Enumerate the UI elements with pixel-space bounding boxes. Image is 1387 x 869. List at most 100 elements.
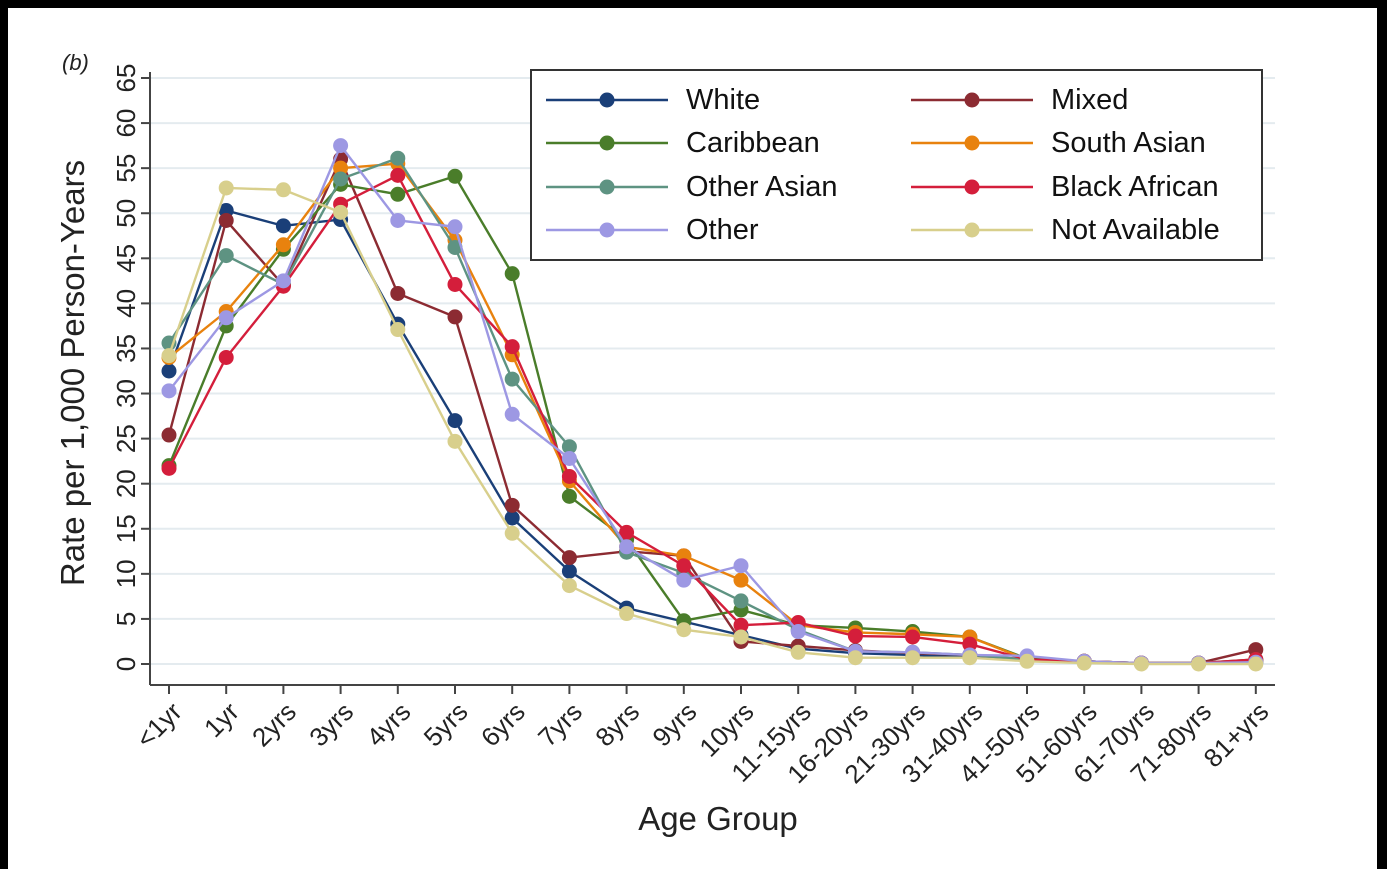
y-axis-title: Rate per 1,000 Person-Years — [54, 160, 91, 586]
x-tick-label: 7yrs — [532, 696, 588, 752]
legend-item: White — [546, 84, 760, 116]
data-point — [561, 468, 577, 484]
data-point — [733, 572, 749, 588]
y-tick-label: 15 — [111, 514, 141, 543]
data-point — [218, 180, 234, 196]
legend-item: Black African — [911, 171, 1219, 203]
x-tick-label: 4yrs — [360, 696, 416, 752]
x-tick-label: <1yr — [130, 696, 188, 754]
data-point — [504, 525, 520, 541]
data-point — [390, 167, 406, 183]
y-tick-label: 55 — [111, 154, 141, 183]
x-tick-label: 3yrs — [303, 696, 359, 752]
y-tick-label: 30 — [111, 379, 141, 408]
panel-label: (b) — [62, 50, 89, 75]
data-point — [390, 186, 406, 202]
data-point — [561, 578, 577, 594]
data-point — [561, 488, 577, 504]
data-point — [847, 650, 863, 666]
data-point — [218, 349, 234, 365]
legend-marker — [964, 222, 980, 238]
data-point — [333, 204, 349, 220]
data-point — [733, 617, 749, 633]
legend-item: Mixed — [911, 84, 1128, 116]
legend-marker — [964, 92, 980, 108]
y-tick-label: 0 — [111, 657, 141, 671]
data-point — [561, 450, 577, 466]
data-point — [790, 624, 806, 640]
legend-label: Other — [686, 214, 759, 246]
data-point — [333, 160, 349, 176]
data-point — [275, 273, 291, 289]
y-tick-label: 25 — [111, 424, 141, 453]
data-point — [733, 629, 749, 645]
data-point — [561, 563, 577, 579]
legend-item: South Asian — [911, 127, 1206, 159]
data-point — [218, 310, 234, 326]
data-point — [504, 371, 520, 387]
legend-label: Mixed — [1051, 84, 1128, 116]
legend-label: Other Asian — [686, 171, 838, 203]
legend-item: Not Available — [911, 214, 1220, 246]
data-point — [218, 212, 234, 228]
legend-marker — [599, 179, 615, 195]
legend-label: Not Available — [1051, 214, 1220, 246]
y-tick-label: 60 — [111, 109, 141, 138]
data-point — [962, 650, 978, 666]
y-tick-label: 50 — [111, 199, 141, 228]
legend-box — [530, 69, 1263, 261]
legend-marker — [599, 135, 615, 151]
series-line — [168, 144, 1256, 665]
y-tick-label: 10 — [111, 559, 141, 588]
x-tick-label: 5yrs — [418, 696, 474, 752]
data-point — [390, 212, 406, 228]
data-point — [275, 237, 291, 253]
data-point — [676, 558, 692, 574]
legend-marker — [964, 179, 980, 195]
data-point — [390, 150, 406, 166]
data-point — [161, 460, 177, 476]
data-point — [676, 622, 692, 638]
data-point — [561, 550, 577, 566]
data-point — [447, 168, 463, 184]
data-point — [1248, 656, 1264, 672]
x-tick-label: 9yrs — [646, 696, 702, 752]
data-point — [333, 171, 349, 187]
data-point — [504, 497, 520, 513]
data-point — [504, 510, 520, 526]
legend-label: Caribbean — [686, 127, 820, 159]
data-point — [1133, 656, 1149, 672]
legend-marker — [964, 135, 980, 151]
data-point — [447, 276, 463, 292]
y-tick-label: 65 — [111, 64, 141, 93]
data-point — [275, 218, 291, 234]
data-point — [218, 248, 234, 264]
data-point — [1191, 656, 1207, 672]
x-tick-label: 81+yrs — [1197, 696, 1274, 773]
x-axis-title: Age Group — [638, 800, 798, 837]
data-point — [1019, 653, 1035, 669]
data-point — [161, 363, 177, 379]
data-point — [790, 644, 806, 660]
data-point — [733, 558, 749, 574]
data-point — [390, 285, 406, 301]
series-line — [167, 186, 1256, 666]
data-point — [619, 539, 635, 555]
data-point — [275, 182, 291, 198]
series-layer — [161, 138, 1264, 672]
x-tick-label: 2yrs — [246, 696, 302, 752]
data-point — [161, 383, 177, 399]
y-tick-label: 40 — [111, 289, 141, 318]
data-point — [1076, 655, 1092, 671]
data-point — [504, 339, 520, 355]
data-point — [619, 524, 635, 540]
data-point — [447, 239, 463, 255]
x-tick-label: 8yrs — [589, 696, 645, 752]
data-point — [447, 309, 463, 325]
data-point — [504, 406, 520, 422]
data-point — [504, 266, 520, 282]
data-point — [847, 628, 863, 644]
data-point — [733, 593, 749, 609]
legend: White Mixed Caribbean South Asian Other Asia… — [530, 69, 1263, 261]
